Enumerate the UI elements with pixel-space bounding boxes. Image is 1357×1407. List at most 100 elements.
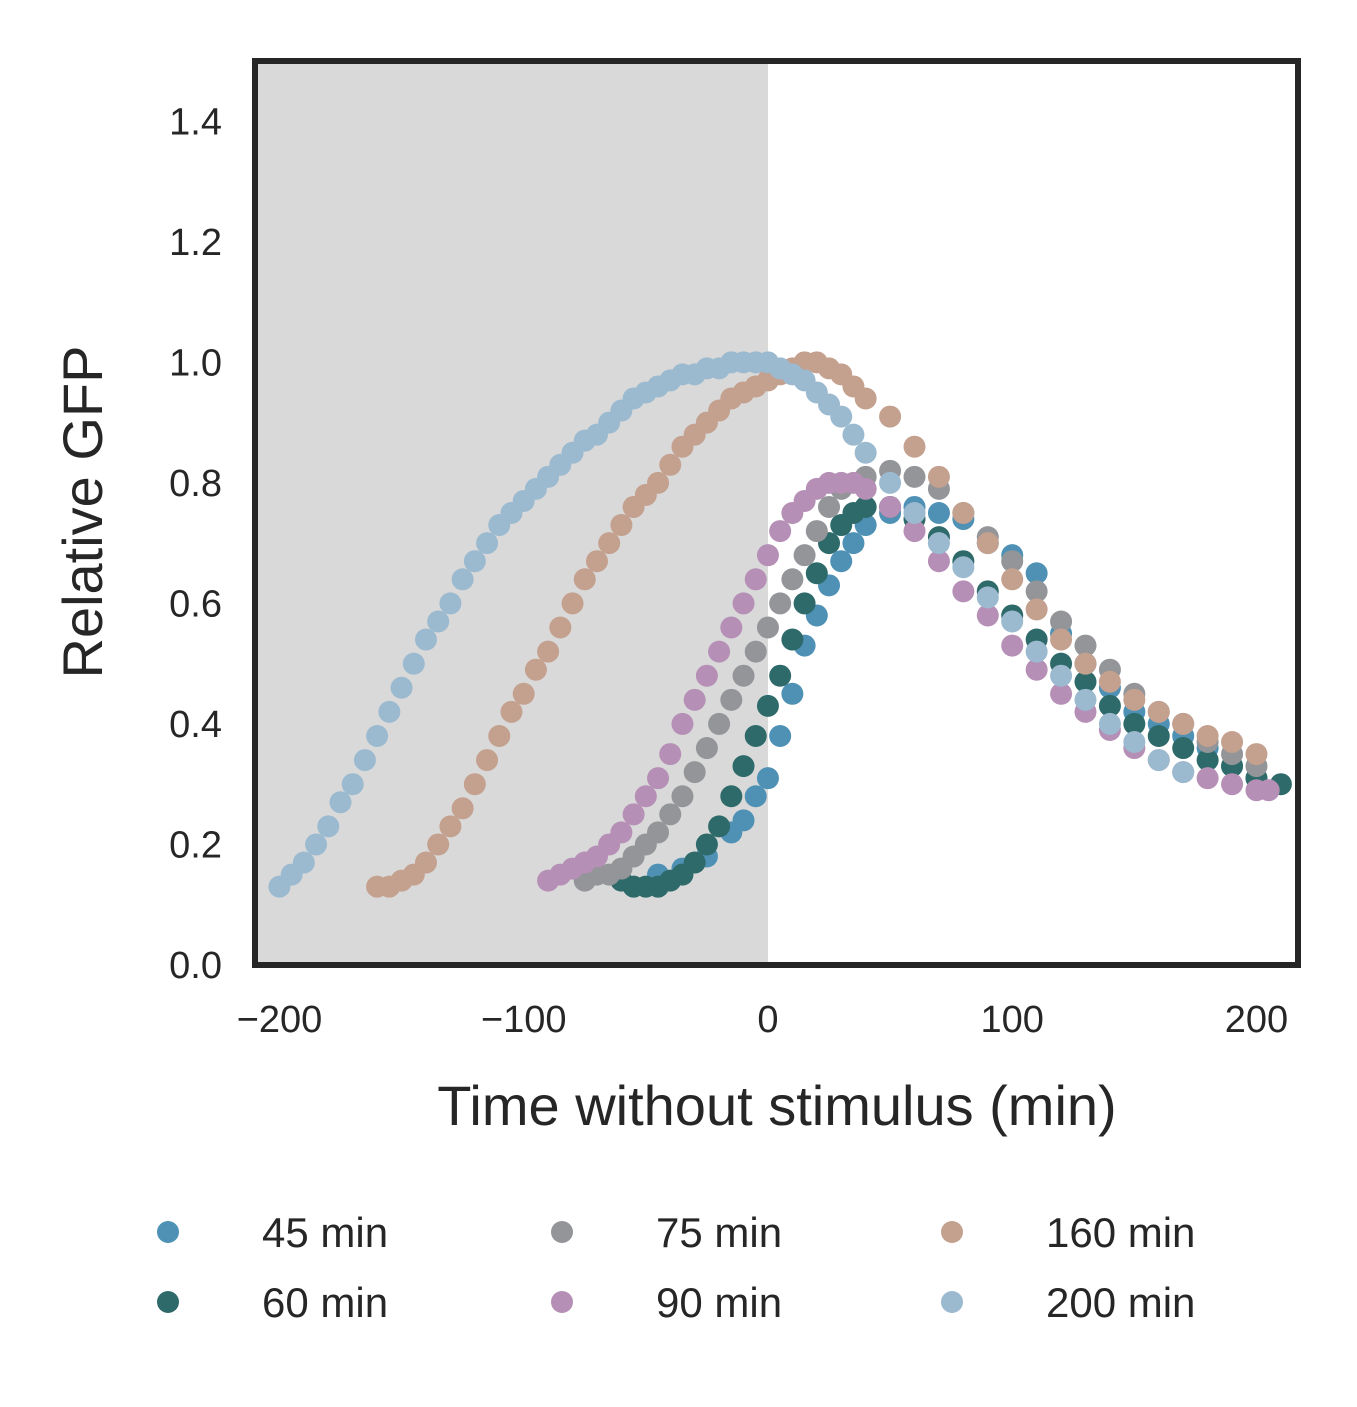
data-point — [720, 616, 743, 639]
data-point — [720, 785, 743, 808]
data-point — [500, 700, 523, 723]
data-point — [647, 471, 670, 494]
data-point — [378, 700, 401, 723]
axis-ticks: −200 −100 0 100 200 0.0 0.2 0.4 0.6 0.8 1.0 1.2 1.4 — [169, 101, 1288, 1041]
data-point — [463, 550, 486, 573]
data-point — [1196, 724, 1219, 747]
data-point — [903, 435, 926, 458]
data-point — [756, 694, 779, 717]
x-tick-label: 0 — [757, 999, 778, 1041]
data-point — [341, 773, 364, 796]
plot-frame — [252, 58, 1301, 968]
data-point — [585, 550, 608, 573]
data-point — [1172, 761, 1195, 784]
data-point — [451, 797, 474, 820]
legend-marker — [551, 1291, 573, 1313]
y-tick-label: 0.8 — [169, 463, 222, 505]
data-point — [1074, 652, 1097, 675]
legend-label: 160 min — [1046, 1209, 1195, 1256]
data-point — [708, 712, 731, 735]
data-point — [1050, 682, 1073, 705]
legend-label: 45 min — [262, 1209, 388, 1256]
data-point — [781, 628, 804, 651]
data-point — [903, 502, 926, 524]
data-point — [732, 809, 755, 832]
data-point — [769, 664, 792, 687]
data-point — [671, 712, 694, 735]
data-point — [1098, 670, 1121, 693]
data-point — [1147, 749, 1170, 772]
data-point — [842, 532, 865, 555]
data-point — [366, 724, 389, 747]
data-point — [524, 658, 547, 681]
data-point — [647, 821, 670, 844]
y-tick-label: 1.4 — [169, 101, 222, 143]
data-point — [1147, 700, 1170, 723]
data-point — [390, 676, 413, 699]
x-tick-label: −100 — [481, 999, 567, 1041]
legend-marker — [157, 1291, 179, 1313]
legend-label: 75 min — [656, 1209, 782, 1256]
data-point — [537, 640, 560, 663]
data-point — [879, 471, 902, 494]
data-point — [414, 851, 437, 874]
data-point — [1001, 568, 1024, 591]
data-point — [439, 815, 462, 838]
data-point — [451, 568, 474, 591]
legend-marker — [941, 1291, 963, 1313]
data-point — [659, 743, 682, 766]
data-point — [854, 495, 877, 518]
data-point — [769, 724, 792, 747]
data-point — [927, 532, 950, 555]
data-point — [1098, 712, 1121, 735]
data-point — [744, 640, 767, 663]
legend-item: 45 min — [157, 1209, 388, 1256]
legend-item: 90 min — [551, 1279, 782, 1326]
data-point — [1025, 562, 1048, 585]
data-point — [1123, 731, 1146, 754]
data-point — [610, 821, 633, 844]
data-point — [879, 495, 902, 518]
data-point — [720, 688, 743, 711]
data-point — [976, 604, 999, 627]
data-point — [842, 423, 865, 446]
data-point — [756, 544, 779, 567]
y-tick-label: 0.2 — [169, 824, 222, 866]
data-point — [549, 616, 572, 639]
data-point — [488, 724, 511, 747]
data-point — [512, 682, 535, 705]
data-point — [854, 477, 877, 500]
data-point — [952, 580, 975, 603]
data-point — [1172, 737, 1195, 760]
data-point — [1221, 773, 1244, 796]
data-point — [756, 616, 779, 639]
data-point — [683, 851, 706, 874]
data-point — [1074, 688, 1097, 711]
data-point — [976, 586, 999, 609]
data-point — [708, 815, 731, 838]
legend-label: 60 min — [262, 1279, 388, 1326]
series-200-min — [268, 351, 1195, 898]
data-point — [476, 749, 499, 772]
data-points — [268, 351, 1292, 898]
data-point — [634, 785, 657, 808]
x-tick-label: 100 — [981, 999, 1044, 1041]
x-tick-label: −200 — [237, 999, 323, 1041]
data-point — [952, 556, 975, 579]
y-tick-label: 1.2 — [169, 222, 222, 264]
data-point — [805, 562, 828, 585]
data-point — [476, 532, 499, 555]
data-point — [927, 502, 950, 524]
data-point — [744, 785, 767, 808]
data-point — [976, 532, 999, 555]
data-point — [793, 544, 816, 567]
data-point — [1257, 779, 1280, 802]
data-point — [854, 441, 877, 464]
data-point — [854, 387, 877, 410]
data-point — [695, 737, 718, 760]
data-point — [1050, 628, 1073, 651]
data-point — [708, 640, 731, 663]
data-point — [317, 815, 340, 838]
y-tick-label: 0.4 — [169, 704, 222, 746]
data-point — [695, 833, 718, 856]
